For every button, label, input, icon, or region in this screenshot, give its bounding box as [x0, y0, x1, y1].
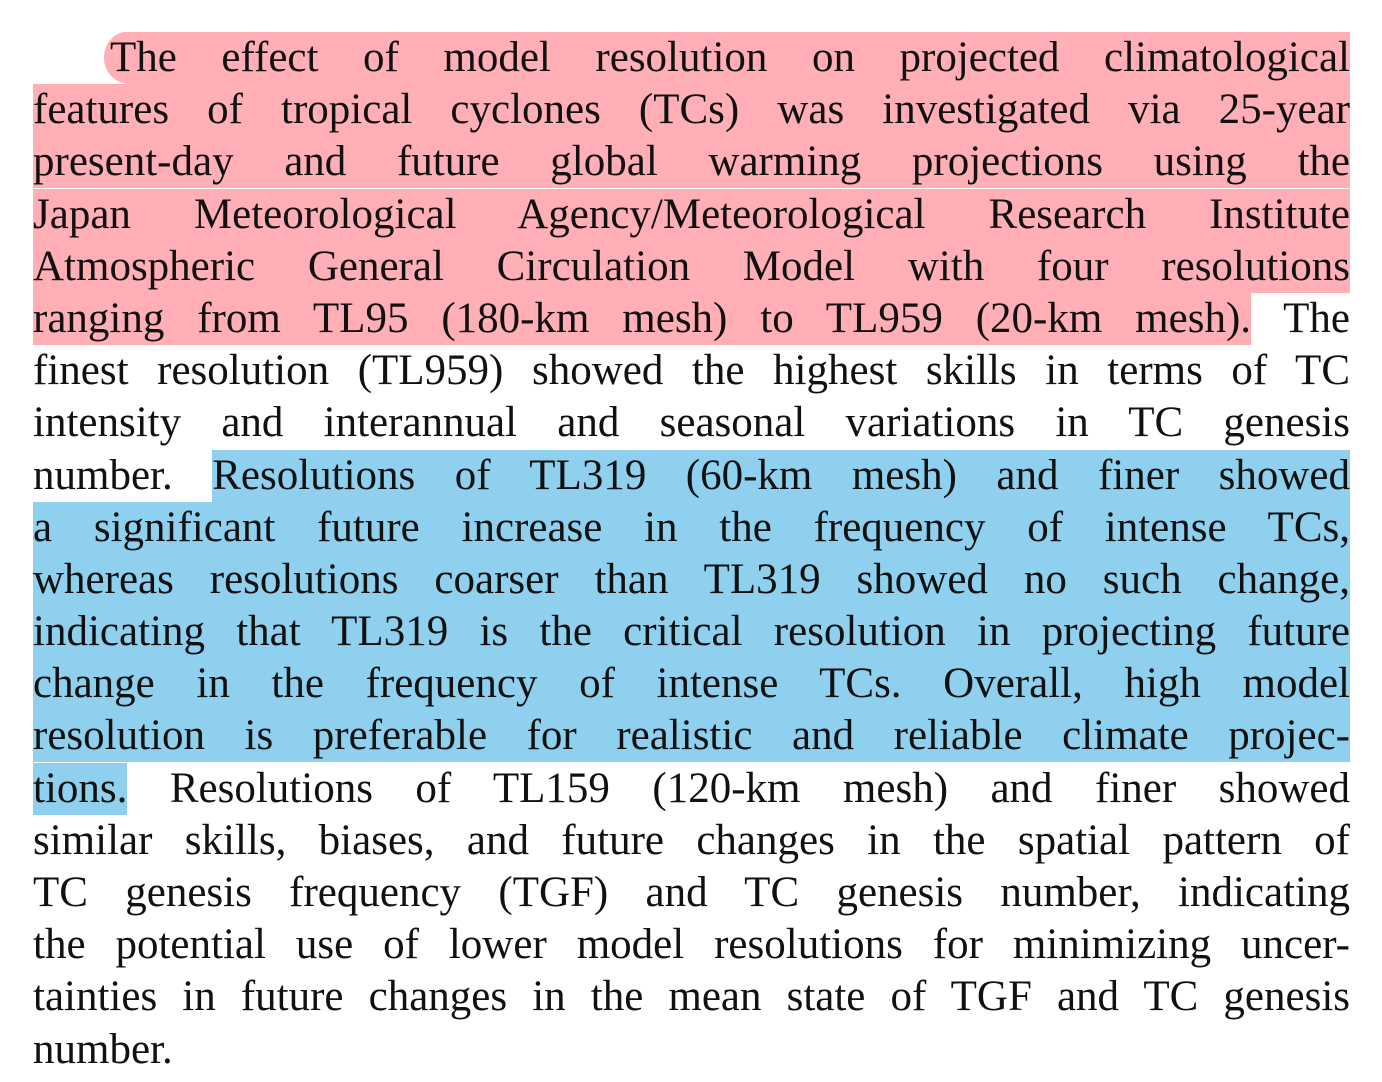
highlighted-text: Japan Meteorological Agency/Meteorologic… — [33, 188, 1350, 241]
highlighted-text: ranging from TL95 (180-km mesh) to TL959… — [33, 292, 1252, 345]
text-line: ranging from TL95 (180-km mesh) to TL959… — [33, 292, 1350, 345]
text-line: tions. Resolutions of TL159 (120-km mesh… — [33, 762, 1350, 815]
text-span: The — [1283, 294, 1350, 342]
text-line: finest resolution (TL959) showed the hig… — [33, 345, 1350, 397]
text-line: features of tropical cyclones (TCs) was … — [33, 84, 1350, 137]
text-line: resolution is preferable for realistic a… — [33, 710, 1350, 763]
highlighted-text: present-day and future global warming pr… — [33, 136, 1350, 189]
text-span: Resolutions of TL159 (120-km mesh) and f… — [169, 764, 1350, 812]
text-line: intensity and interannual and seasonal v… — [33, 397, 1350, 449]
highlighted-text: Resolutions of TL319 (60-km mesh) and fi… — [212, 449, 1350, 502]
highlighted-text: a significant future increase in the fre… — [33, 501, 1350, 554]
text-line: present-day and future global warming pr… — [33, 136, 1350, 189]
highlighted-text: features of tropical cyclones (TCs) was … — [33, 84, 1350, 137]
text-line: number. — [33, 1024, 1350, 1076]
text-line: similar skills, biases, and future chang… — [33, 815, 1350, 867]
text-line: Atmospheric General Circulation Model wi… — [33, 240, 1350, 293]
highlighted-text: resolution is preferable for realistic a… — [33, 710, 1350, 763]
text-line: whereas resolutions coarser than TL319 s… — [33, 553, 1350, 606]
text-line: Japan Meteorological Agency/Meteorologic… — [33, 188, 1350, 241]
text-line: indicating that TL319 is the critical re… — [33, 606, 1350, 659]
text-span: number. — [33, 451, 173, 499]
text-line: The effect of model resolution on projec… — [33, 32, 1350, 84]
text-line: change in the frequency of intense TCs. … — [33, 658, 1350, 711]
highlighted-text: indicating that TL319 is the critical re… — [33, 606, 1350, 659]
text-line: TC genesis frequency (TGF) and TC genesi… — [33, 867, 1350, 919]
text-span: similar skills, biases, and future chang… — [33, 816, 1350, 864]
text-span: TC genesis frequency (TGF) and TC genesi… — [33, 869, 1350, 916]
text-span: tainties in future changes in the mean s… — [33, 973, 1350, 1021]
text-line: tainties in future changes in the mean s… — [33, 971, 1350, 1023]
highlighted-text: change in the frequency of intense TCs. … — [33, 658, 1350, 711]
highlighted-text: The effect of model resolution on projec… — [104, 32, 1350, 84]
text-line: a significant future increase in the fre… — [33, 501, 1350, 554]
highlighted-text: whereas resolutions coarser than TL319 s… — [33, 553, 1350, 606]
text-line: number. Resolutions of TL319 (60-km mesh… — [33, 449, 1350, 502]
text-span: the potential use of lower model resolut… — [33, 921, 1350, 969]
highlighted-text: tions. — [33, 762, 128, 815]
highlighted-text: Atmospheric General Circulation Model wi… — [33, 240, 1350, 293]
text-span: intensity and interannual and seasonal v… — [33, 399, 1350, 447]
text-line: the potential use of lower model resolut… — [33, 919, 1350, 971]
text-span: finest resolution (TL959) showed the hig… — [33, 347, 1350, 395]
text-span: number. — [33, 1025, 173, 1073]
abstract-paragraph: The effect of model resolution on projec… — [33, 32, 1350, 1076]
